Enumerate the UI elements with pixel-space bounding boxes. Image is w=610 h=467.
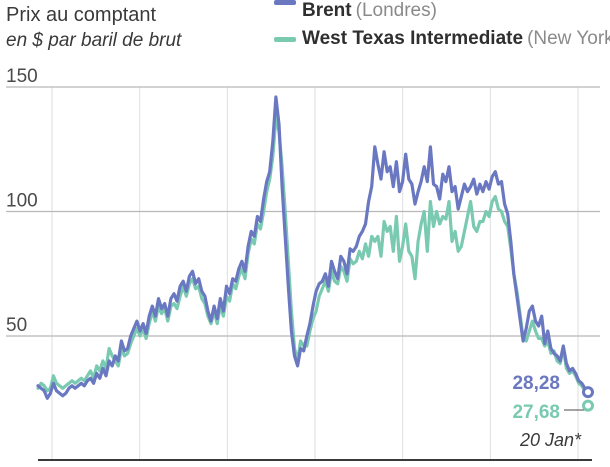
legend-label-wti: West Texas Intermediate [302, 28, 524, 49]
y-axis: 150 100 50 [6, 66, 38, 336]
series-lines [36, 95, 590, 400]
legend-place-wti: (New York) [527, 28, 610, 49]
legend-item-brent: Brent (Londres) [274, 0, 610, 22]
y-tick-label: 100 [6, 191, 38, 212]
series-line-brent [36, 95, 590, 400]
y-tick-label: 150 [6, 66, 38, 87]
grid [6, 86, 600, 460]
end-date-label: 20 Jan* [519, 430, 582, 450]
chart-subtitle: en $ par baril de brut [6, 30, 182, 51]
legend-label-brent: Brent [302, 0, 352, 21]
legend-item-wti: West Texas Intermediate (New York) [274, 22, 610, 56]
chart-title: Prix au comptant [6, 4, 157, 26]
end-marker-brent [582, 386, 594, 399]
end-labels: 28,28 27,68 20 Jan* [512, 373, 594, 450]
legend: Brent (Londres) West Texas Intermediate … [274, 0, 610, 56]
legend-swatch-brent [274, 0, 296, 5]
y-tick-label: 50 [6, 315, 27, 336]
end-marker-wti [582, 399, 594, 412]
legend-swatch-wti [274, 36, 296, 42]
end-label-brent: 28,28 [512, 373, 560, 394]
chart-title-block: Prix au comptant en $ par baril de brut [6, 2, 181, 54]
legend-place-brent: (Londres) [355, 0, 437, 21]
end-label-wti: 27,68 [512, 402, 560, 423]
